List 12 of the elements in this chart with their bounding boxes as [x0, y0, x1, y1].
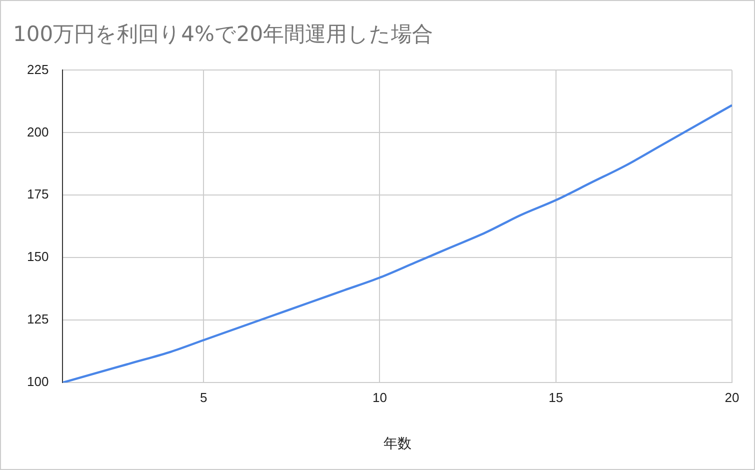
x-tick-label: 20: [724, 390, 740, 405]
y-tick-label: 150: [26, 249, 49, 264]
y-tick-label: 125: [26, 312, 49, 327]
chart-title: 100万円を利回り4%で20年間運用した場合: [13, 22, 434, 46]
y-tick-label: 200: [26, 124, 49, 140]
y-tick-label: 225: [26, 62, 49, 77]
x-tick-label: 5: [200, 390, 208, 405]
x-axis-title: 年数: [383, 436, 412, 452]
y-tick-label: 175: [26, 186, 49, 202]
x-tick-label: 10: [372, 390, 387, 405]
y-tick-label: 100: [26, 374, 49, 390]
x-tick-label: 15: [548, 390, 564, 405]
